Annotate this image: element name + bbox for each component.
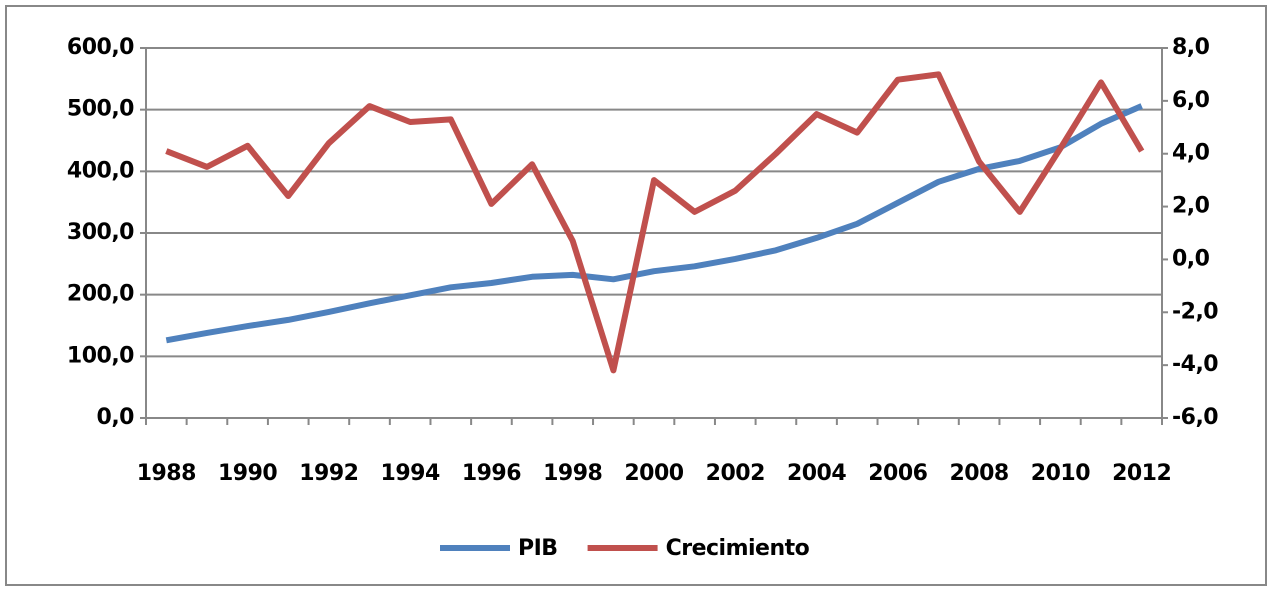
x-tick-label: 2012 <box>1112 461 1171 486</box>
y-tick-label: 400,0 <box>67 158 134 183</box>
x-tick-label: 2002 <box>706 461 765 486</box>
y-tick-label: 600,0 <box>67 35 134 60</box>
x-tick-label: 1996 <box>462 461 521 486</box>
legend-label: PIB <box>518 536 558 561</box>
y-tick-label: 200,0 <box>67 282 134 307</box>
y-tick-label: 300,0 <box>67 220 134 245</box>
y2-tick-label: 0,0 <box>1172 246 1210 271</box>
x-tick-label: 2004 <box>787 461 846 486</box>
y2-tick-label: 2,0 <box>1172 194 1210 219</box>
y2-tick-label: 6,0 <box>1172 88 1210 113</box>
y2-tick-label: -2,0 <box>1172 299 1218 324</box>
x-tick-label: 1998 <box>543 461 602 486</box>
y2-tick-label: 4,0 <box>1172 141 1210 166</box>
x-tick-label: 1994 <box>381 461 440 486</box>
x-tick-label: 2008 <box>950 461 1009 486</box>
y2-tick-label: -4,0 <box>1172 352 1218 377</box>
x-tick-label: 1990 <box>218 461 277 486</box>
y-tick-label: 100,0 <box>67 343 134 368</box>
legend-label: Crecimiento <box>666 536 810 561</box>
x-tick-label: 1992 <box>299 461 358 486</box>
x-tick-label: 2000 <box>624 461 683 486</box>
y-tick-label: 500,0 <box>67 97 134 122</box>
y2-tick-label: -6,0 <box>1172 405 1218 430</box>
y-tick-label: 0,0 <box>97 405 135 430</box>
series-line <box>165 103 1143 344</box>
y2-tick-label: 8,0 <box>1172 35 1210 60</box>
series-line <box>165 71 1145 374</box>
x-tick-label: 2006 <box>868 461 927 486</box>
x-tick-label: 1988 <box>137 461 196 486</box>
x-tick-label: 2010 <box>1031 461 1090 486</box>
